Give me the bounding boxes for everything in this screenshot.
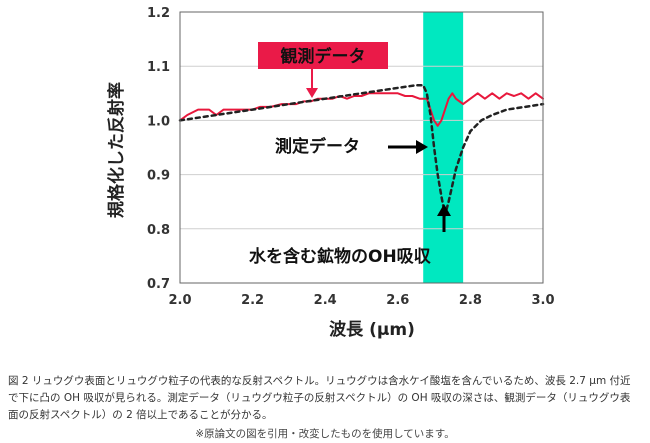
measured-label: 測定データ [275,136,360,157]
x-tick-label: 2.6 [386,293,409,308]
y-tick-label: 0.9 [147,169,170,184]
x-tick-label: 2.8 [459,293,482,308]
oh-absorption-label: 水を含む鉱物のOH吸収 [249,246,432,267]
y-tick-label: 0.7 [147,277,170,292]
y-tick-label: 1.2 [147,6,170,21]
oh-absorption-band [423,12,464,283]
observed-series-line [179,92,544,127]
y-tick-label: 0.8 [147,223,170,238]
y-tick-label: 1.0 [147,114,170,129]
plot-frame [179,11,544,284]
x-tick-label: 3.0 [531,293,554,308]
observed-label: 観測データ [281,46,366,67]
source-note: ※原論文の図を引用・改変したものを使用しています。 [195,428,455,440]
x-tick-label: 2.4 [314,293,337,308]
caption-line-2: で下に凸の OH 吸収が見られる。測定データ（リュウグウ粒子の反射スペクトル）の… [8,392,631,404]
observed-arrowhead [306,88,318,98]
x-tick-label: 2.2 [241,293,264,308]
caption-line-1: 図 2 リュウグウ表面とリュウグウ粒子の代表的な反射スペクトル。リュウグウは含水… [8,375,631,387]
caption-line-3: 面の反射スペクトル）の 2 倍以上であることが分かる。 [8,409,273,421]
x-tick-label: 2.0 [168,293,191,308]
measured-arrowhead [416,140,428,154]
oh-arrowhead [437,204,451,216]
x-axis-label: 波長 (μm) [329,319,415,340]
reflectance-chart: 0.7 0.8 0.9 1.0 1.1 1.2 2.0 2.2 2.4 2.6 2.8 3.0 波長 … [106,6,555,340]
y-tick-label: 1.1 [147,60,170,75]
measured-series-line [178,83,545,217]
y-axis-label: 規格化した反射率 [106,82,127,218]
figure-caption: 図 2 リュウグウ表面とリュウグウ粒子の代表的な反射スペクトル。リュウグウは含水… [8,373,644,424]
observed-label-box [258,42,388,69]
